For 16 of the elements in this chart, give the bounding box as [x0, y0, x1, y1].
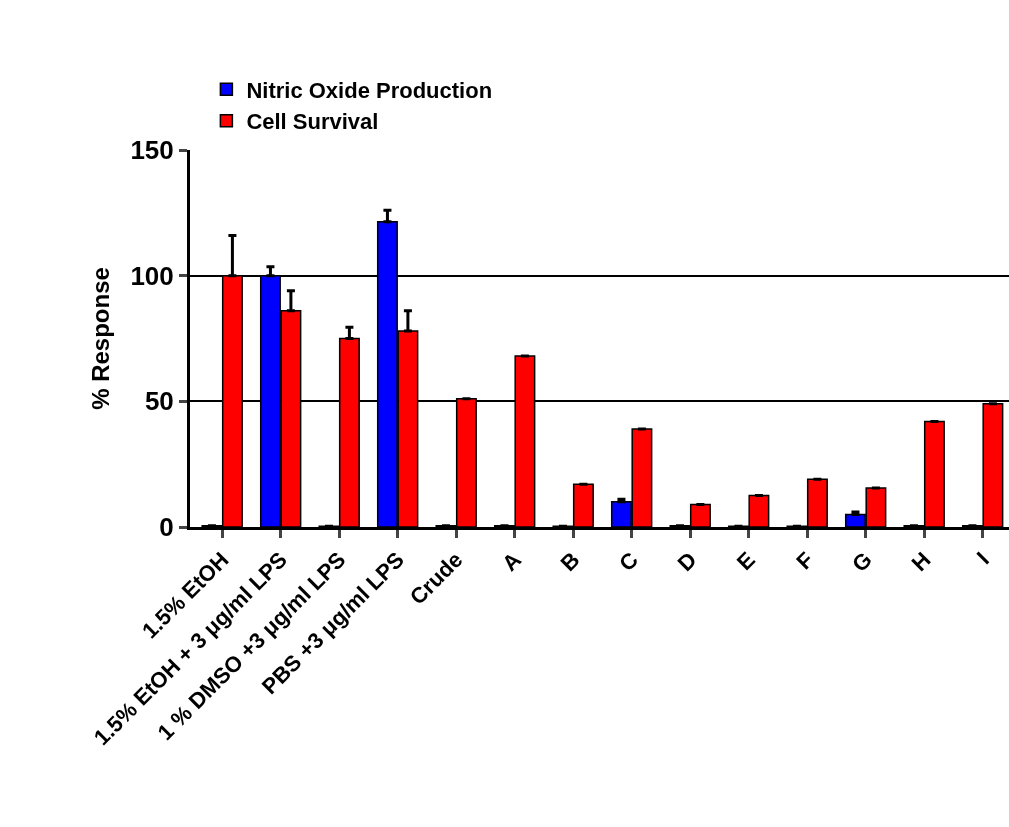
x-tick-label: G: [847, 547, 877, 577]
x-tick-label: A: [497, 546, 527, 576]
y-tick-label: 100: [130, 260, 174, 291]
y-tick-label: 0: [159, 512, 174, 543]
x-tick-label: F: [791, 547, 819, 575]
x-tick-label: B: [555, 547, 585, 576]
y-axis-title: % Response: [86, 267, 114, 410]
x-tick-label: E: [731, 547, 760, 576]
x-tick-label: D: [672, 547, 702, 576]
x-tick-label: H: [906, 547, 936, 576]
y-tick-label: 150: [130, 135, 174, 166]
legend-label: Cell Survival: [246, 109, 379, 135]
legend-label: Nitric Oxide Production: [246, 77, 493, 103]
x-tick-label: C: [614, 546, 644, 576]
x-tick-label: I: [971, 547, 994, 570]
y-tick-label: 50: [144, 386, 174, 417]
